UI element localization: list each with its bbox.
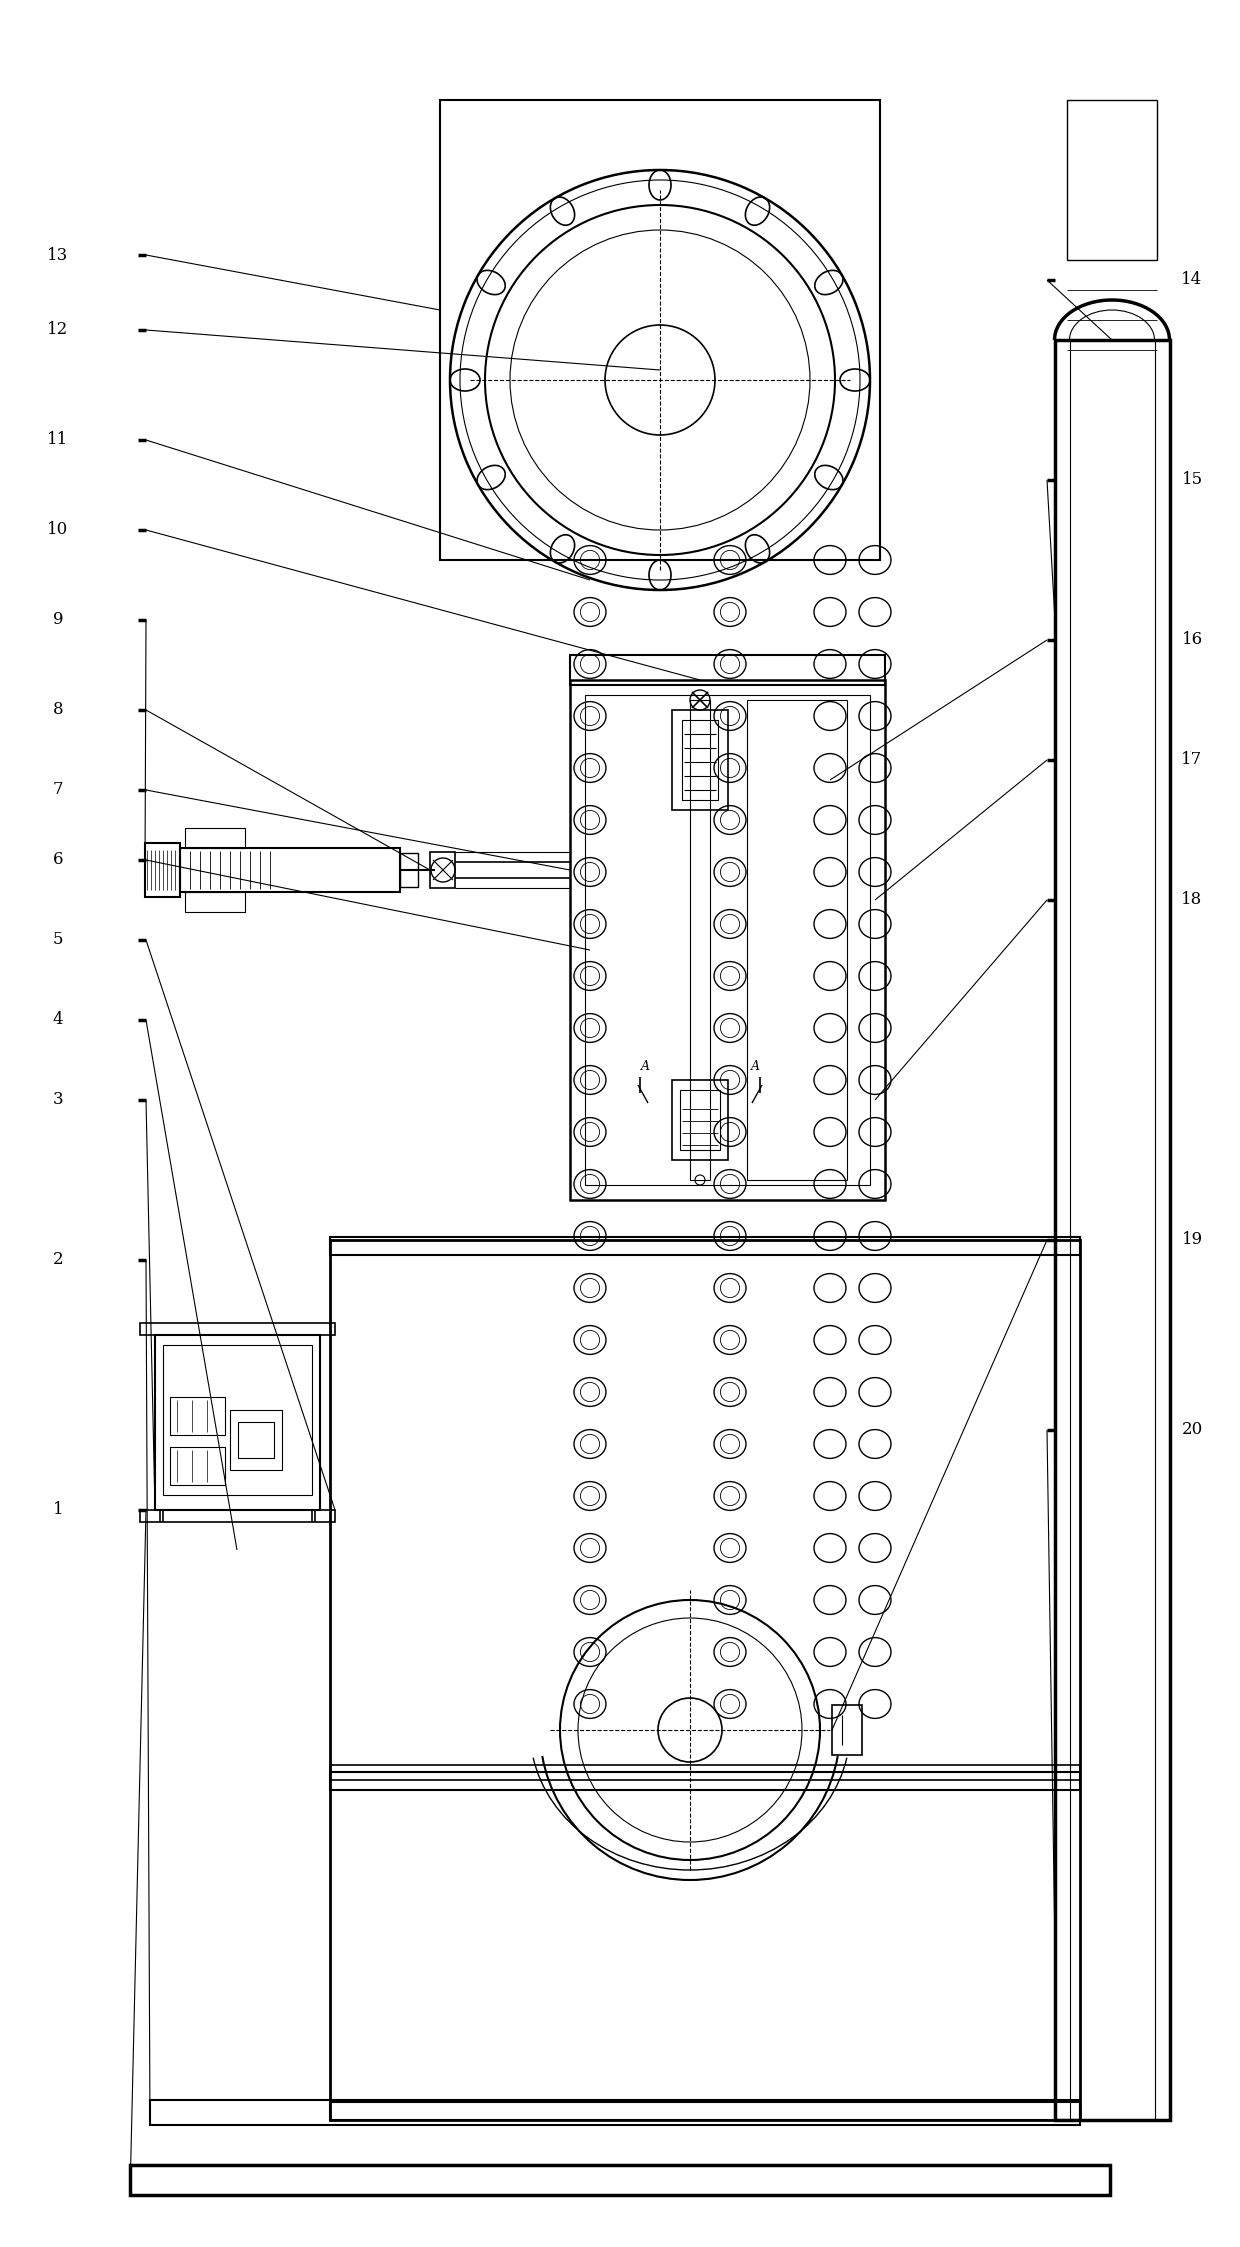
Bar <box>570 681 885 1200</box>
Text: 19: 19 <box>1182 1231 1203 1249</box>
Bar <box>330 2101 1080 2119</box>
Text: 2: 2 <box>52 1252 63 1270</box>
Bar <box>238 1422 274 1458</box>
Text: 17: 17 <box>1182 750 1203 768</box>
Bar <box>155 1335 320 1510</box>
Text: 11: 11 <box>47 431 68 449</box>
Text: 14: 14 <box>1182 272 1203 288</box>
Bar <box>330 1238 1080 1256</box>
Text: 20: 20 <box>1182 1422 1203 1438</box>
Text: 6: 6 <box>53 852 63 870</box>
Text: 18: 18 <box>1182 892 1203 908</box>
Bar <box>680 1090 720 1150</box>
Text: 7: 7 <box>52 782 63 798</box>
Text: A: A <box>750 1061 759 1074</box>
Bar <box>162 1346 312 1494</box>
Bar <box>140 1323 335 1335</box>
Text: 16: 16 <box>1182 631 1203 649</box>
Bar <box>430 852 455 888</box>
Bar <box>170 1447 224 1485</box>
Bar <box>672 710 728 809</box>
Bar <box>330 1773 1080 1791</box>
Text: 15: 15 <box>1182 472 1203 488</box>
Text: 3: 3 <box>52 1092 63 1108</box>
Bar <box>185 827 246 847</box>
Text: 5: 5 <box>53 933 63 948</box>
Bar <box>1055 339 1171 2119</box>
Bar <box>229 1411 281 1470</box>
Bar <box>689 701 711 1180</box>
Bar <box>585 694 870 1184</box>
Bar <box>180 847 401 892</box>
Bar <box>440 101 880 560</box>
Text: 8: 8 <box>52 701 63 719</box>
Bar <box>330 1764 1080 1780</box>
Bar <box>130 2166 1110 2195</box>
Bar <box>330 1240 1080 2119</box>
Text: 4: 4 <box>52 1011 63 1029</box>
Bar <box>746 701 847 1180</box>
Bar <box>401 854 418 888</box>
Bar <box>145 843 180 897</box>
Bar <box>832 1705 862 1755</box>
Text: 1: 1 <box>52 1501 63 1519</box>
Text: A: A <box>641 1061 650 1074</box>
Bar <box>185 892 246 912</box>
Bar <box>1066 101 1157 261</box>
Text: 10: 10 <box>47 521 68 539</box>
Text: 9: 9 <box>53 611 63 629</box>
Text: 12: 12 <box>47 321 68 339</box>
Bar <box>140 1510 335 1521</box>
Bar <box>570 654 885 685</box>
Bar <box>150 2101 1080 2126</box>
Bar <box>170 1398 224 1436</box>
Bar <box>672 1081 728 1159</box>
Bar <box>682 719 718 800</box>
Text: 13: 13 <box>47 247 68 263</box>
